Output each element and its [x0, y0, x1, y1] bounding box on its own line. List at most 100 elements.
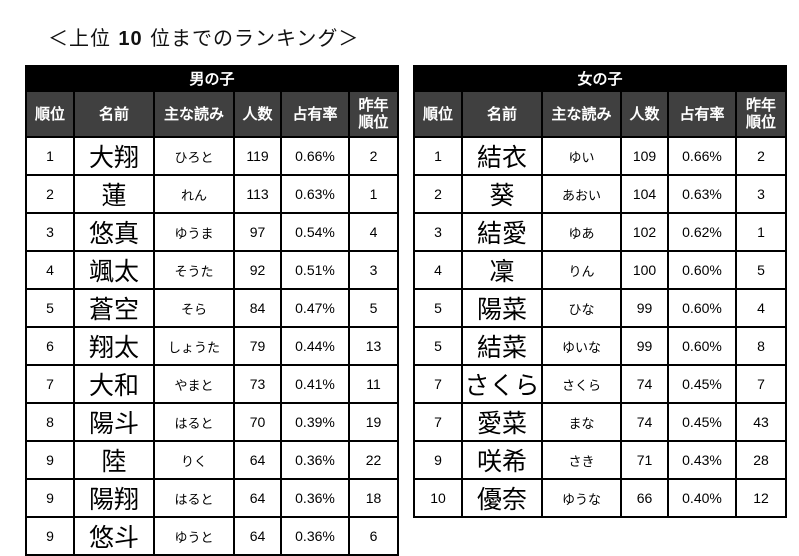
- prev-rank-cell: 4: [734, 288, 788, 328]
- col-rank: 順位: [25, 91, 75, 138]
- count-cell: 102: [620, 212, 669, 252]
- count-cell: 119: [233, 136, 282, 176]
- col-prev-rank-line2: 順位: [358, 113, 389, 131]
- name-cell: 葵: [461, 174, 543, 214]
- name-cell: 優奈: [461, 478, 543, 518]
- rank-cell: 10: [413, 478, 463, 518]
- count-cell: 64: [233, 478, 282, 518]
- table-row: 7 さくら さくら 74 0.45% 7: [413, 364, 788, 404]
- prev-rank-cell: 22: [347, 440, 400, 480]
- reading-cell: はると: [153, 478, 235, 518]
- prev-rank-cell: 11: [347, 364, 400, 404]
- prev-rank-cell: 18: [347, 478, 400, 518]
- count-cell: 74: [620, 402, 669, 442]
- name-cell: 陽斗: [73, 402, 155, 442]
- count-cell: 71: [620, 440, 669, 480]
- count-cell: 66: [620, 478, 669, 518]
- reading-cell: まな: [541, 402, 622, 442]
- prev-rank-cell: 3: [347, 250, 400, 290]
- title-prefix: ＜上位: [48, 26, 111, 50]
- name-cell: 結衣: [461, 136, 543, 176]
- name-cell: 結菜: [461, 326, 543, 366]
- col-share: 占有率: [667, 91, 737, 138]
- reading-cell: そうた: [153, 250, 235, 290]
- name-cell: 陸: [73, 440, 155, 480]
- col-name: 名前: [73, 91, 155, 138]
- rank-cell: 7: [25, 364, 75, 404]
- reading-cell: ひろと: [153, 136, 235, 176]
- reading-cell: りん: [541, 250, 622, 290]
- rank-cell: 5: [413, 326, 463, 366]
- prev-rank-cell: 5: [347, 288, 400, 328]
- reading-cell: さき: [541, 440, 622, 480]
- share-cell: 0.39%: [280, 402, 350, 442]
- col-prev-rank-line2: 順位: [746, 113, 777, 131]
- share-cell: 0.45%: [667, 364, 737, 404]
- rank-cell: 2: [25, 174, 75, 214]
- count-cell: 64: [233, 440, 282, 480]
- rank-cell: 3: [413, 212, 463, 252]
- name-cell: 颯太: [73, 250, 155, 290]
- rank-cell: 7: [413, 402, 463, 442]
- col-reading: 主な読み: [153, 91, 235, 138]
- reading-cell: さくら: [541, 364, 622, 404]
- table-row: 7 大和 やまと 73 0.41% 11: [25, 364, 400, 404]
- reading-cell: ゆあ: [541, 212, 622, 252]
- name-cell: 悠斗: [73, 516, 155, 556]
- count-cell: 99: [620, 288, 669, 328]
- rank-cell: 1: [25, 136, 75, 176]
- reading-cell: ゆうと: [153, 516, 235, 556]
- prev-rank-cell: 43: [734, 402, 788, 442]
- rank-cell: 4: [25, 250, 75, 290]
- page-title: ＜上位 10 位までのランキング＞: [48, 22, 359, 51]
- boys-ranking-table: 男の子 順位 名前 主な読み 人数 占有率 昨年 順位 1 大翔 ひろと 119 0.66…: [24, 65, 400, 556]
- name-cell: 蒼空: [73, 288, 155, 328]
- table-row: 5 結菜 ゆいな 99 0.60% 8: [413, 326, 788, 366]
- reading-cell: はると: [153, 402, 235, 442]
- rank-cell: 9: [25, 440, 75, 480]
- col-reading: 主な読み: [541, 91, 622, 138]
- rank-cell: 6: [25, 326, 75, 366]
- reading-cell: ゆうま: [153, 212, 235, 252]
- rank-cell: 7: [413, 364, 463, 404]
- prev-rank-cell: 5: [734, 250, 788, 290]
- share-cell: 0.45%: [667, 402, 737, 442]
- table-row: 1 結衣 ゆい 109 0.66% 2: [413, 136, 788, 176]
- boys-table-body: 1 大翔 ひろと 119 0.66% 2 2 蓮れん 113 0.63% 1 3 悠真 ゆうま 97 0.54…: [25, 136, 400, 556]
- table-row: 10 優奈 ゆうな 66 0.40% 12: [413, 478, 788, 518]
- rank-cell: 5: [413, 288, 463, 328]
- table-row: 2 蓮れん 113 0.63% 1: [25, 174, 400, 214]
- share-cell: 0.63%: [667, 174, 737, 214]
- count-cell: 73: [233, 364, 282, 404]
- name-cell: 結愛: [461, 212, 543, 252]
- col-rank: 順位: [413, 91, 463, 138]
- share-cell: 0.36%: [280, 516, 350, 556]
- boys-column-header-row: 順位 名前 主な読み 人数 占有率 昨年 順位: [25, 91, 400, 138]
- prev-rank-cell: 4: [347, 212, 400, 252]
- share-cell: 0.43%: [667, 440, 737, 480]
- count-cell: 109: [620, 136, 669, 176]
- reading-cell: しょうた: [153, 326, 235, 366]
- name-cell: 愛菜: [461, 402, 543, 442]
- share-cell: 0.60%: [667, 250, 737, 290]
- table-row: 9 陸りく 64 0.36% 22: [25, 440, 400, 480]
- count-cell: 113: [233, 174, 282, 214]
- table-row: 5 陽菜 ひな 99 0.60% 4: [413, 288, 788, 328]
- prev-rank-cell: 1: [347, 174, 400, 214]
- reading-cell: ゆいな: [541, 326, 622, 366]
- table-row: 2 葵あおい 104 0.63% 3: [413, 174, 788, 214]
- count-cell: 92: [233, 250, 282, 290]
- share-cell: 0.66%: [667, 136, 737, 176]
- rank-cell: 5: [25, 288, 75, 328]
- reading-cell: あおい: [541, 174, 622, 214]
- col-count: 人数: [620, 91, 669, 138]
- share-cell: 0.36%: [280, 478, 350, 518]
- reading-cell: りく: [153, 440, 235, 480]
- col-prev-rank: 昨年 順位: [734, 91, 788, 138]
- col-prev-rank: 昨年 順位: [347, 91, 400, 138]
- name-cell: 翔太: [73, 326, 155, 366]
- share-cell: 0.60%: [667, 326, 737, 366]
- name-cell: 悠真: [73, 212, 155, 252]
- prev-rank-cell: 3: [734, 174, 788, 214]
- reading-cell: やまと: [153, 364, 235, 404]
